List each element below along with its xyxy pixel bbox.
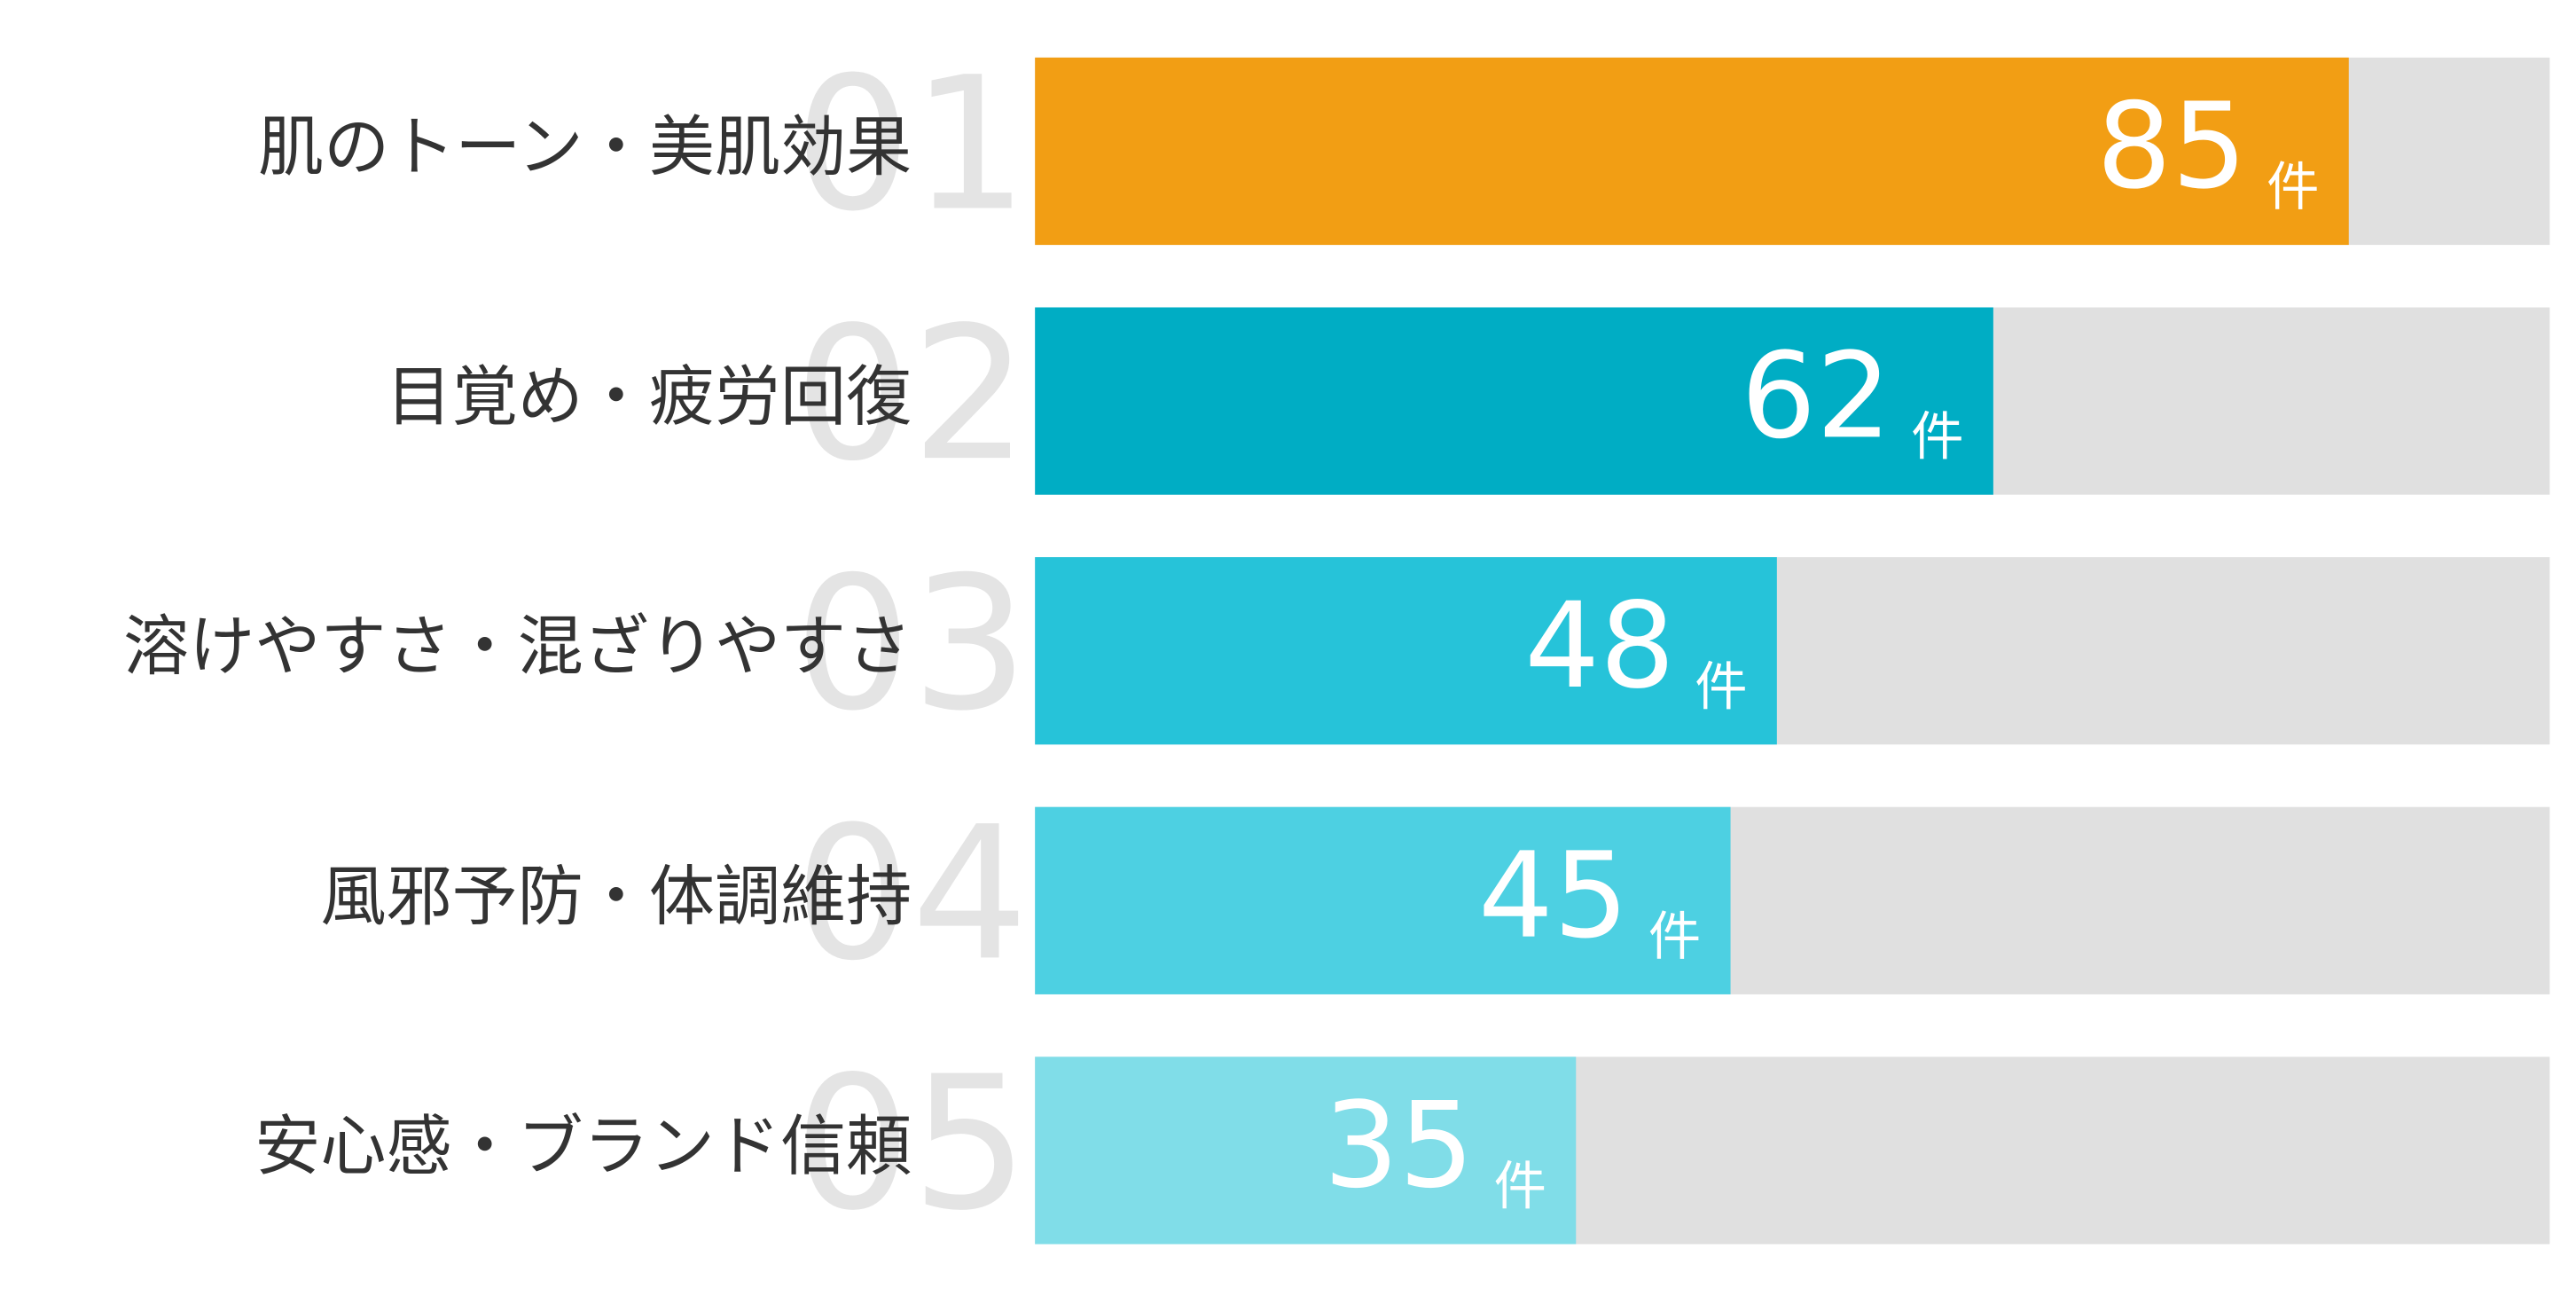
value-label: 85 <box>2096 78 2247 216</box>
unit-label: 件 <box>2267 156 2319 217</box>
value-label: 48 <box>1524 577 1675 715</box>
rank-number: 03 <box>795 537 1029 751</box>
category-label: 溶けやすさ・混ざりやすさ <box>123 609 912 685</box>
unit-label: 件 <box>1648 906 1701 967</box>
bar <box>1035 1057 1577 1245</box>
unit-label: 件 <box>1911 406 1963 467</box>
category-label: 風邪予防・体調維持 <box>320 859 912 935</box>
unit-label: 件 <box>1494 1155 1546 1216</box>
category-label: 肌のトーン・美肌効果 <box>258 109 912 185</box>
value-label: 62 <box>1741 327 1891 465</box>
value-label: 45 <box>1478 828 1629 965</box>
rank-number: 04 <box>795 786 1029 1001</box>
category-label: 安心感・ブランド信頼 <box>254 1108 912 1184</box>
bar <box>1035 307 1993 495</box>
bar <box>1035 57 2349 246</box>
rank-number: 01 <box>795 37 1029 252</box>
rank-number: 05 <box>795 1036 1029 1251</box>
bar <box>1035 557 1777 745</box>
bar <box>1035 806 1731 994</box>
unit-label: 件 <box>1695 656 1747 717</box>
category-label: 目覚め・疲労回復 <box>386 359 912 436</box>
value-label: 35 <box>1324 1077 1475 1214</box>
rank-number: 02 <box>795 287 1029 501</box>
